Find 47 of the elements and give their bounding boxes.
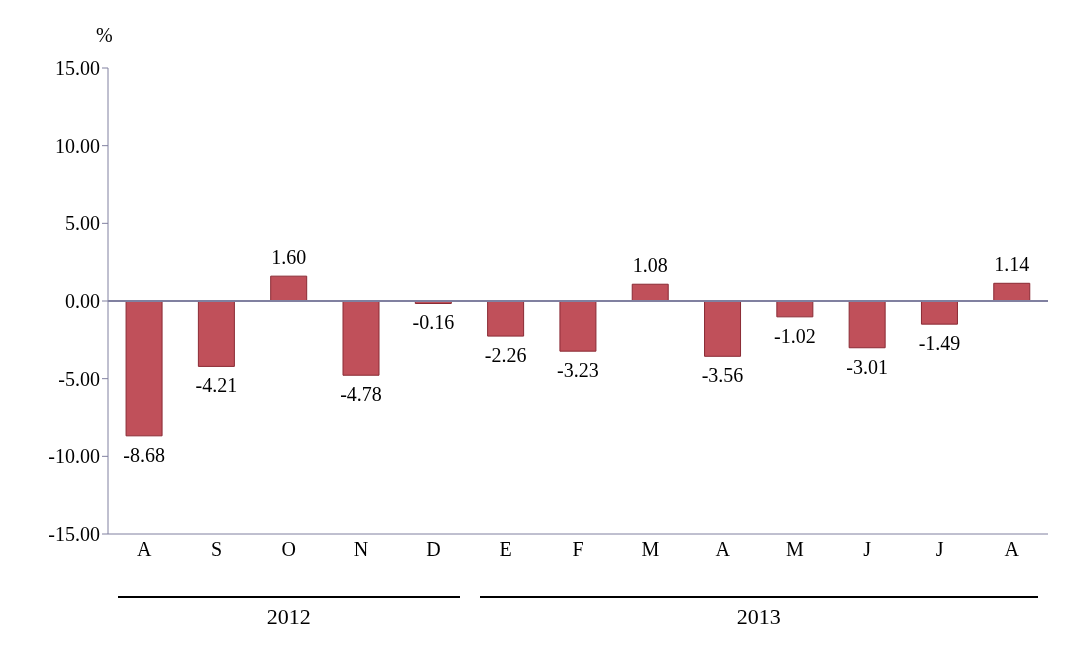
y-tick-label: 10.00 <box>55 134 100 157</box>
bar <box>993 282 1031 302</box>
data-label: -8.68 <box>123 443 165 466</box>
text: 2012 <box>265 604 312 630</box>
x-tick-label: J <box>935 538 944 561</box>
x-tick-label: M <box>786 538 805 561</box>
x-tick-label: O <box>281 538 296 561</box>
bar <box>631 283 669 302</box>
bar <box>125 300 163 437</box>
data-label: -3.23 <box>557 359 599 382</box>
x-tick-label: E <box>499 538 512 561</box>
bar <box>270 275 308 302</box>
text: 2013 <box>735 604 782 630</box>
y-tick-label: -10.00 <box>48 445 100 468</box>
bar <box>487 300 525 337</box>
data-label: 1.60 <box>271 246 307 269</box>
bar <box>559 300 597 352</box>
data-label: -4.21 <box>195 374 238 397</box>
bar <box>197 300 235 367</box>
data-label: -3.56 <box>701 364 744 387</box>
data-label: -3.01 <box>846 355 888 378</box>
data-label: -0.16 <box>412 311 455 334</box>
y-tick-label: 15.00 <box>55 57 100 80</box>
x-tick-label: A <box>136 538 152 561</box>
bar <box>704 300 742 357</box>
data-label: -1.49 <box>918 332 961 355</box>
x-tick-label: S <box>210 538 223 561</box>
y-tick-label: -5.00 <box>58 367 100 390</box>
data-label: -1.02 <box>774 324 816 347</box>
x-tick-label: J <box>863 538 872 561</box>
y-tick-label: -15.00 <box>48 523 100 546</box>
x-tick-label: D <box>426 538 441 561</box>
bar <box>920 300 958 325</box>
x-tick-label: M <box>641 538 660 561</box>
data-label: -4.78 <box>340 383 382 406</box>
x-tick-label: N <box>353 538 369 561</box>
y-tick-label: 0.00 <box>65 290 100 313</box>
x-tick-label: A <box>1004 538 1020 561</box>
x-tick-label: A <box>715 538 731 561</box>
x-tick-label: F <box>572 538 584 561</box>
data-label: 1.14 <box>994 253 1030 276</box>
y-tick-label: 5.00 <box>65 212 100 235</box>
y-axis-title: % <box>96 24 113 47</box>
bar <box>848 300 886 349</box>
data-label: -2.26 <box>484 344 527 367</box>
bar <box>342 300 380 376</box>
data-label: 1.08 <box>632 254 668 277</box>
